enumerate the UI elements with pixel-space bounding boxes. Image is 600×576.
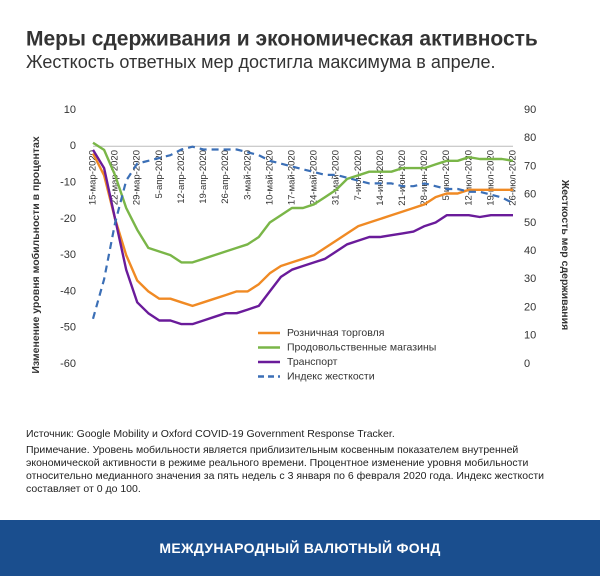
x-tick-label: 31-май-2020 — [331, 150, 342, 205]
source: Источник: Google Mobility и Oxford COVID… — [26, 428, 395, 440]
y-tick-label: -40 — [60, 285, 76, 297]
y-axis-title: Изменение уровня мобильности в процентах — [30, 136, 42, 373]
y2-tick-label: 10 — [524, 330, 536, 342]
x-tick-label: 28-июн-2020 — [419, 150, 430, 206]
y-tick-label: -10 — [60, 176, 76, 188]
chart: Меры сдерживания и экономическая активно… — [26, 28, 571, 383]
series-line — [92, 141, 514, 264]
x-tick-label: 26-апр-2020 — [220, 150, 231, 204]
y-tick-label: -60 — [60, 358, 76, 370]
legend-label: Индекс жесткости — [287, 370, 375, 382]
x-tick-label: 5-апр-2020 — [154, 150, 165, 198]
series-line — [91, 149, 513, 326]
x-tick-label: 19-апр-2020 — [198, 150, 209, 204]
x-tick-label: 14-июн-2020 — [375, 150, 386, 206]
x-tick-label: 10-май-2020 — [264, 150, 275, 205]
x-tick-label: 3-май-2020 — [242, 150, 253, 200]
chart-title: Меры сдерживания и экономическая активно… — [26, 28, 538, 51]
y2-tick-label: 50 — [524, 217, 536, 229]
x-tick-label: 12-июл-2020 — [463, 150, 474, 206]
x-tick-label: 26-июл-2020 — [508, 150, 519, 206]
y2-tick-label: 30 — [524, 273, 536, 285]
y-tick-label: 0 — [70, 140, 76, 152]
y2-tick-label: 0 — [524, 358, 530, 370]
x-tick-label: 5-июл-2020 — [441, 150, 452, 201]
y2-tick-label: 80 — [524, 132, 536, 144]
y2-tick-label: 60 — [524, 189, 536, 201]
y-tick-label: 10 — [64, 104, 76, 116]
y2-axis-title: Жесткость мер сдерживания — [559, 179, 571, 330]
note: Примечание. Уровень мобильности является… — [26, 444, 545, 495]
x-tick-label: 21-июн-2020 — [397, 150, 408, 206]
notes: Источник: Google Mobility и Oxford COVID… — [26, 428, 574, 499]
y2-tick-label: 90 — [524, 104, 536, 116]
x-tick-label: 12-апр-2020 — [176, 150, 187, 204]
series-line — [91, 152, 513, 308]
legend-label: Продовольственные магазины — [287, 341, 436, 353]
x-tick-label: 17-май-2020 — [286, 150, 297, 205]
y2-tick-label: 70 — [524, 160, 536, 172]
footer: МЕЖДУНАРОДНЫЙ ВАЛЮТНЫЙ ФОНД — [0, 520, 600, 576]
y-tick-label: -50 — [60, 322, 76, 334]
y2-tick-label: 40 — [524, 245, 536, 257]
x-tick-label: 15-мар-2020 — [88, 150, 99, 205]
legend-label: Розничная торговля — [287, 327, 384, 339]
y-tick-label: -20 — [60, 213, 76, 225]
x-tick-label: 24-май-2020 — [309, 150, 320, 205]
legend-label: Транспорт — [287, 356, 338, 368]
x-tick-label: 19-июл-2020 — [485, 150, 496, 206]
y-tick-label: -30 — [60, 249, 76, 261]
chart-subtitle: Жесткость ответных мер достигла максимум… — [26, 52, 496, 72]
y2-tick-label: 20 — [524, 301, 536, 313]
x-tick-label: 29-мар-2020 — [132, 150, 143, 205]
